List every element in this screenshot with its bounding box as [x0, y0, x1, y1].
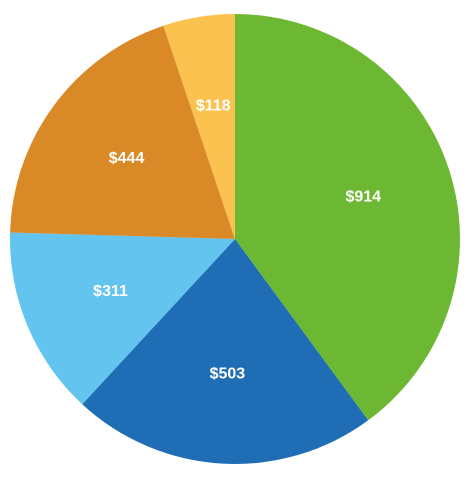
pie-slice-0 — [235, 14, 461, 421]
pie-slice-2 — [9, 232, 236, 405]
pie-slice-label-4: $118 — [196, 97, 231, 114]
pie-slice-label-1: $503 — [210, 365, 246, 382]
pie-slices — [9, 14, 461, 465]
pie-slice-label-2: $311 — [93, 283, 128, 300]
pie-slice-label-0: $914 — [345, 188, 381, 205]
pie-slice-1 — [82, 239, 369, 465]
pie-slice-3 — [10, 25, 236, 239]
pie-labels: $914 $503 $311 $444 $118 — [93, 97, 381, 382]
pie-slice-4 — [163, 14, 235, 239]
pie-slice-label-3: $444 — [109, 150, 145, 167]
